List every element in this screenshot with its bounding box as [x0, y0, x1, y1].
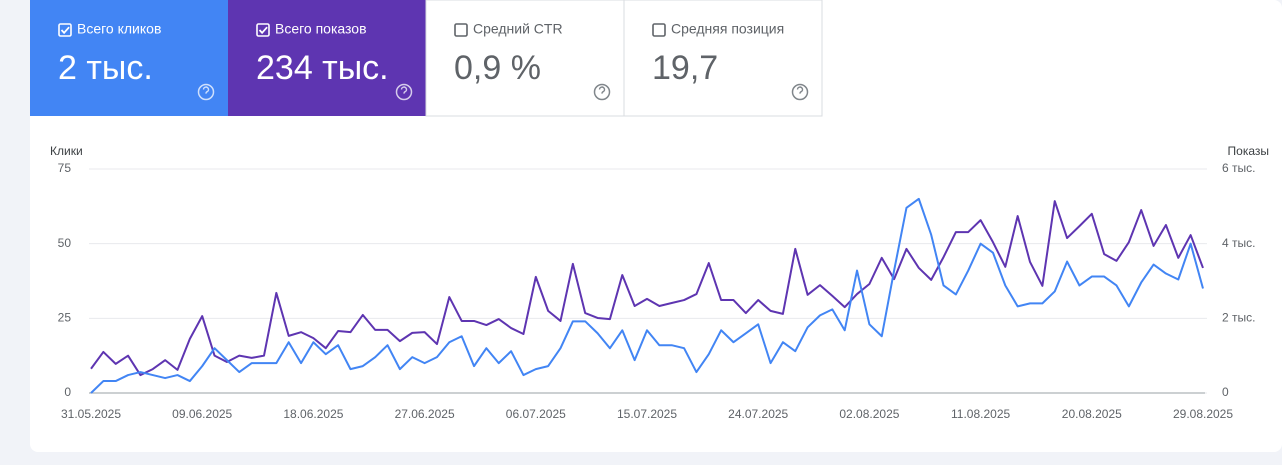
series-line — [90, 197, 1204, 394]
x-tick-label: 27.06.2025 — [395, 407, 455, 421]
checkbox[interactable] — [256, 23, 270, 37]
checkbox[interactable] — [652, 23, 666, 37]
x-tick-label: 31.05.2025 — [61, 407, 121, 421]
x-tick-label: 24.07.2025 — [728, 407, 788, 421]
y-tick-label: 75 — [58, 161, 72, 175]
help-icon[interactable] — [593, 83, 611, 101]
y2-tick-label: 2 тыс. — [1222, 311, 1255, 325]
x-tick-label: 15.07.2025 — [617, 407, 677, 421]
x-tick-label: 18.06.2025 — [283, 407, 343, 421]
checkmark — [258, 26, 268, 35]
help-icon-mark — [598, 86, 606, 94]
metric-card[interactable]: Средний CTR 0,9 % — [425, 0, 625, 117]
help-icon[interactable] — [791, 83, 809, 101]
x-tick-label: 06.07.2025 — [506, 407, 566, 421]
y2-tick-label: 4 тыс. — [1222, 236, 1255, 250]
metric-card[interactable]: Всего показов 234 тыс. — [228, 0, 426, 116]
x-tick-label: 09.06.2025 — [172, 407, 232, 421]
help-icon[interactable] — [197, 83, 215, 101]
metric-value: 0,9 % — [454, 49, 541, 87]
metric-label: Средняя позиция — [671, 21, 784, 37]
checkbox[interactable] — [454, 23, 468, 37]
help-icon[interactable] — [395, 83, 413, 101]
metric-card-bg — [228, 0, 426, 116]
metric-card[interactable]: Средняя позиция 19,7 — [623, 0, 823, 117]
series-line — [90, 200, 1204, 377]
metric-label: Средний CTR — [473, 21, 563, 37]
metric-value: 2 тыс. — [58, 49, 153, 87]
checkbox[interactable] — [58, 23, 72, 37]
metric-value: 19,7 — [652, 49, 718, 87]
help-icon-mark — [202, 86, 210, 94]
x-tick-label: 11.08.2025 — [951, 407, 1010, 421]
metric-card-bg — [425, 0, 625, 117]
y-tick-label: 25 — [58, 311, 72, 325]
y-tick-label: 50 — [58, 236, 72, 250]
metric-card[interactable]: Всего кликов 2 тыс. — [30, 0, 228, 116]
x-tick-label: 29.08.2025 — [1173, 407, 1233, 421]
y-tick-label: 0 — [64, 385, 71, 399]
checkmark — [60, 26, 70, 35]
metric-card-bg — [30, 0, 228, 116]
metric-label: Всего показов — [275, 21, 367, 37]
y2-axis-title: Показы — [1228, 144, 1269, 158]
y2-tick-label: 6 тыс. — [1222, 161, 1255, 175]
metric-card-bg — [623, 0, 823, 117]
help-icon-mark — [796, 86, 804, 94]
metric-label: Всего кликов — [77, 21, 161, 37]
x-tick-label: 02.08.2025 — [839, 407, 899, 421]
help-icon-mark — [400, 86, 408, 94]
y-axis-title: Клики — [50, 144, 83, 158]
metric-value: 234 тыс. — [256, 49, 389, 87]
y2-tick-label: 0 — [1222, 385, 1229, 399]
x-tick-label: 20.08.2025 — [1062, 407, 1122, 421]
